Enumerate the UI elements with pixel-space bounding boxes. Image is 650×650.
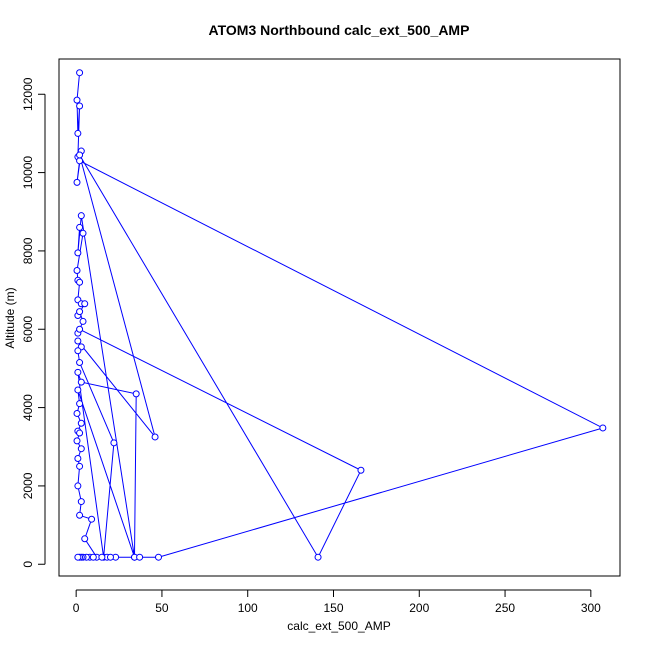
series-points [73, 69, 607, 561]
y-tick-label: 12000 [21, 77, 35, 111]
data-point [76, 69, 84, 77]
data-point [357, 466, 365, 474]
data-point [73, 437, 81, 445]
data-point [599, 424, 607, 432]
data-point [76, 511, 84, 519]
y-tick-label: 4000 [21, 394, 35, 421]
data-point [89, 553, 97, 561]
data-point [132, 390, 140, 398]
data-point [88, 515, 96, 523]
data-point [76, 359, 84, 367]
data-point [79, 317, 87, 325]
x-tick-label: 200 [409, 601, 429, 615]
data-point [110, 439, 118, 447]
data-point [79, 229, 87, 237]
data-point [76, 429, 84, 437]
data-point [76, 462, 84, 470]
data-point [77, 498, 85, 506]
data-point [74, 455, 82, 462]
x-axis: 0 50 100 150 200 250 300 [73, 589, 601, 615]
data-point [77, 378, 85, 386]
data-point [151, 433, 159, 441]
x-tick-label: 0 [73, 601, 80, 615]
data-point [77, 445, 85, 453]
series-line [76, 72, 605, 559]
data-point [155, 553, 162, 561]
y-tick-label: 8000 [21, 237, 35, 264]
data-point [76, 102, 84, 110]
data-point [74, 386, 82, 394]
chart-title: ATOM3 Northbound calc_ext_500_AMP [209, 22, 470, 38]
data-point [76, 400, 84, 408]
data-point [74, 482, 82, 490]
data-point [73, 96, 81, 104]
y-axis-label: Altitude (m) [3, 287, 17, 348]
y-tick-label: 0 [21, 561, 35, 568]
data-point [74, 553, 82, 561]
x-tick-label: 150 [323, 601, 343, 615]
data-point [81, 535, 89, 543]
data-point [74, 368, 82, 376]
series-lines [76, 72, 605, 559]
data-point [74, 249, 82, 257]
data-point [76, 325, 84, 333]
data-point [73, 267, 81, 274]
y-tick-label: 10000 [21, 156, 35, 190]
data-point [76, 223, 84, 231]
data-point [74, 337, 82, 345]
data-point [76, 278, 84, 286]
data-point [74, 347, 82, 355]
y-axis: 0 2000 4000 6000 8000 10000 12000 [21, 77, 46, 568]
data-point [106, 553, 114, 561]
x-tick-label: 50 [155, 601, 169, 615]
data-point [81, 300, 89, 308]
data-point [136, 553, 144, 561]
x-tick-label: 250 [495, 601, 515, 615]
data-point [76, 308, 84, 316]
y-tick-label: 2000 [21, 472, 35, 499]
data-point [74, 129, 82, 137]
x-axis-label: calc_ext_500_AMP [287, 619, 390, 633]
data-point [98, 553, 106, 561]
x-tick-label: 100 [238, 601, 258, 615]
data-point [73, 409, 81, 417]
data-point [77, 212, 85, 220]
plot-frame [58, 58, 621, 577]
data-point [73, 178, 81, 186]
data-point [76, 157, 84, 165]
data-point [77, 419, 85, 427]
data-point [76, 151, 84, 159]
y-tick-label: 6000 [21, 316, 35, 343]
data-point [314, 553, 322, 561]
x-tick-label: 300 [581, 601, 601, 615]
